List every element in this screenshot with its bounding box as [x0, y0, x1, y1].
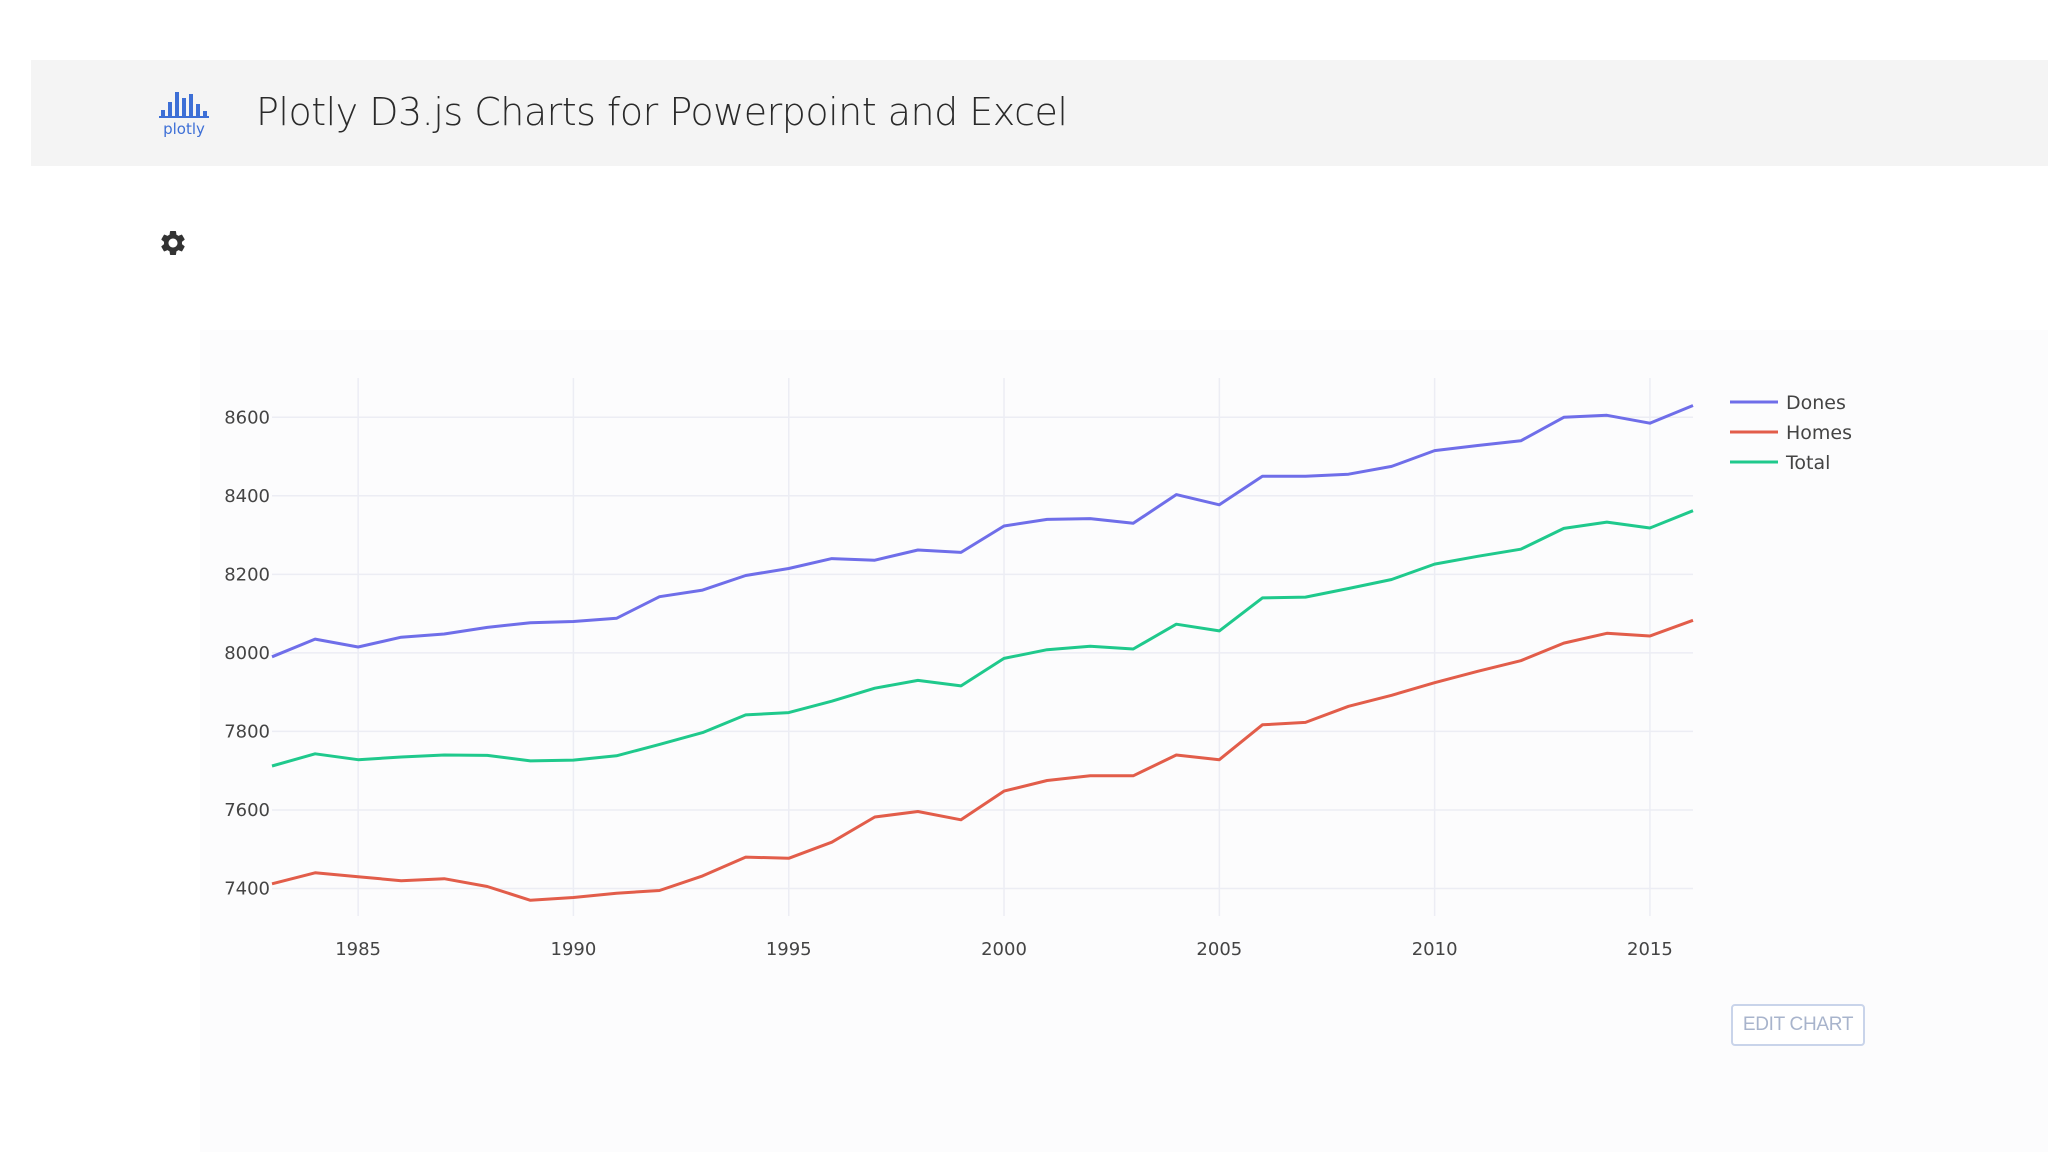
- settings-button[interactable]: [158, 228, 188, 258]
- y-tick-label: 8400: [224, 486, 270, 507]
- x-tick-label: 1990: [551, 939, 597, 960]
- page-title: Plotly D3.js Charts for Powerpoint and E…: [256, 90, 1068, 134]
- grid-lines: [272, 378, 1693, 916]
- y-tick-label: 8000: [224, 643, 270, 664]
- x-tick-label: 1985: [335, 939, 381, 960]
- legend-label-homes: Homes: [1786, 422, 1852, 444]
- series-line-homes: [271, 618, 1694, 902]
- series-line-total: [271, 509, 1694, 768]
- page-header: plotly Plotly D3.js Charts for Powerpoin…: [31, 60, 2048, 166]
- x-axis: 1985 1990 1995 2000 2005 2010 2015: [335, 939, 1673, 960]
- series-lines: [271, 404, 1694, 902]
- y-tick-label: 8600: [224, 407, 270, 428]
- x-tick-label: 2010: [1412, 939, 1458, 960]
- y-tick-label: 8200: [224, 564, 270, 585]
- bar-chart-icon: [159, 92, 209, 118]
- plotly-logo[interactable]: plotly: [155, 86, 213, 142]
- logo-text: plotly: [163, 120, 205, 138]
- legend: Dones Homes Total: [1730, 392, 1852, 474]
- series-line-dones: [271, 404, 1694, 659]
- x-tick-label: 2000: [981, 939, 1027, 960]
- x-tick-label: 2015: [1627, 939, 1673, 960]
- gear-icon: [161, 230, 185, 255]
- edit-chart-button[interactable]: EDIT CHART: [1731, 1004, 1865, 1046]
- legend-label-total: Total: [1785, 452, 1830, 474]
- x-tick-label: 2005: [1196, 939, 1242, 960]
- y-axis: 7400 7600 7800 8000 8200 8400 8600: [224, 407, 270, 899]
- y-tick-label: 7600: [224, 800, 270, 821]
- legend-label-dones: Dones: [1786, 392, 1846, 414]
- y-tick-label: 7800: [224, 721, 270, 742]
- x-tick-label: 1995: [766, 939, 812, 960]
- y-tick-label: 7400: [224, 879, 270, 900]
